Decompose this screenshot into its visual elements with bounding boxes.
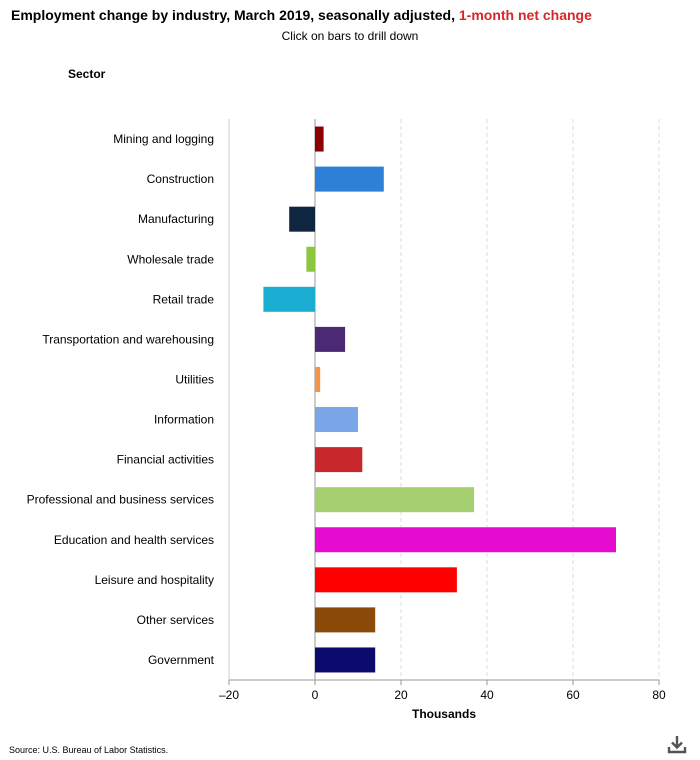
bar[interactable]	[315, 567, 457, 593]
category-label: Manufacturing	[138, 212, 214, 226]
category-label: Government	[148, 653, 215, 667]
x-tick-label: –20	[219, 688, 239, 702]
x-tick-label: 20	[394, 688, 408, 702]
chart-subtitle: Click on bars to drill down	[281, 29, 419, 43]
bar[interactable]	[315, 326, 346, 352]
x-tick-label: 80	[652, 688, 666, 702]
download-icon[interactable]	[666, 735, 688, 755]
category-label: Utilities	[175, 372, 214, 386]
category-label: Transportation and warehousing	[42, 332, 214, 346]
category-label: Retail trade	[153, 292, 215, 306]
bar[interactable]	[263, 286, 315, 312]
chart-title-highlight: 1-month net change	[458, 7, 592, 23]
bar[interactable]	[315, 487, 475, 513]
category-label: Mining and logging	[113, 132, 214, 146]
category-label: Construction	[147, 172, 214, 186]
bar-chart: –20 0 20 40 60 80 Thousands Mining and logging C…	[27, 119, 666, 721]
bar[interactable]	[315, 407, 358, 433]
category-label: Leisure and hospitality	[95, 573, 214, 587]
bar[interactable]	[315, 447, 363, 473]
category-label: Information	[154, 413, 214, 427]
source-note: Source: U.S. Bureau of Labor Statistics.	[9, 745, 169, 755]
x-tick-label: 0	[312, 688, 319, 702]
bar[interactable]	[315, 166, 384, 192]
bar[interactable]	[315, 126, 324, 152]
chart-title-text: Employment change by industry, March 201…	[11, 7, 459, 23]
category-label: Other services	[137, 613, 214, 627]
category-label: Financial activities	[117, 453, 214, 467]
x-tick-label: 60	[566, 688, 580, 702]
bar[interactable]	[315, 527, 616, 553]
category-label: Wholesale trade	[127, 252, 214, 266]
y-axis-title: Sector	[68, 67, 106, 81]
bar[interactable]	[306, 246, 315, 272]
x-tick-label: 40	[480, 688, 494, 702]
bar[interactable]	[315, 366, 321, 392]
x-axis-title: Thousands	[412, 707, 476, 721]
category-label: Professional and business services	[27, 493, 214, 507]
bar[interactable]	[315, 607, 376, 633]
category-label: Education and health services	[54, 533, 214, 547]
bar[interactable]	[315, 647, 376, 673]
bar[interactable]	[289, 206, 315, 232]
chart-title: Employment change by industry, March 201…	[11, 7, 592, 23]
